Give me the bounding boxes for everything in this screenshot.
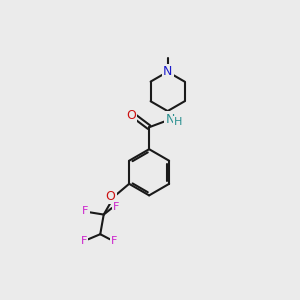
Text: F: F: [113, 202, 119, 212]
Text: N: N: [166, 113, 175, 126]
Text: O: O: [106, 190, 116, 203]
Text: F: F: [111, 236, 117, 246]
Text: F: F: [82, 206, 88, 216]
Text: H: H: [174, 117, 182, 127]
Text: O: O: [126, 109, 136, 122]
Text: F: F: [81, 236, 87, 246]
Text: N: N: [163, 65, 172, 78]
